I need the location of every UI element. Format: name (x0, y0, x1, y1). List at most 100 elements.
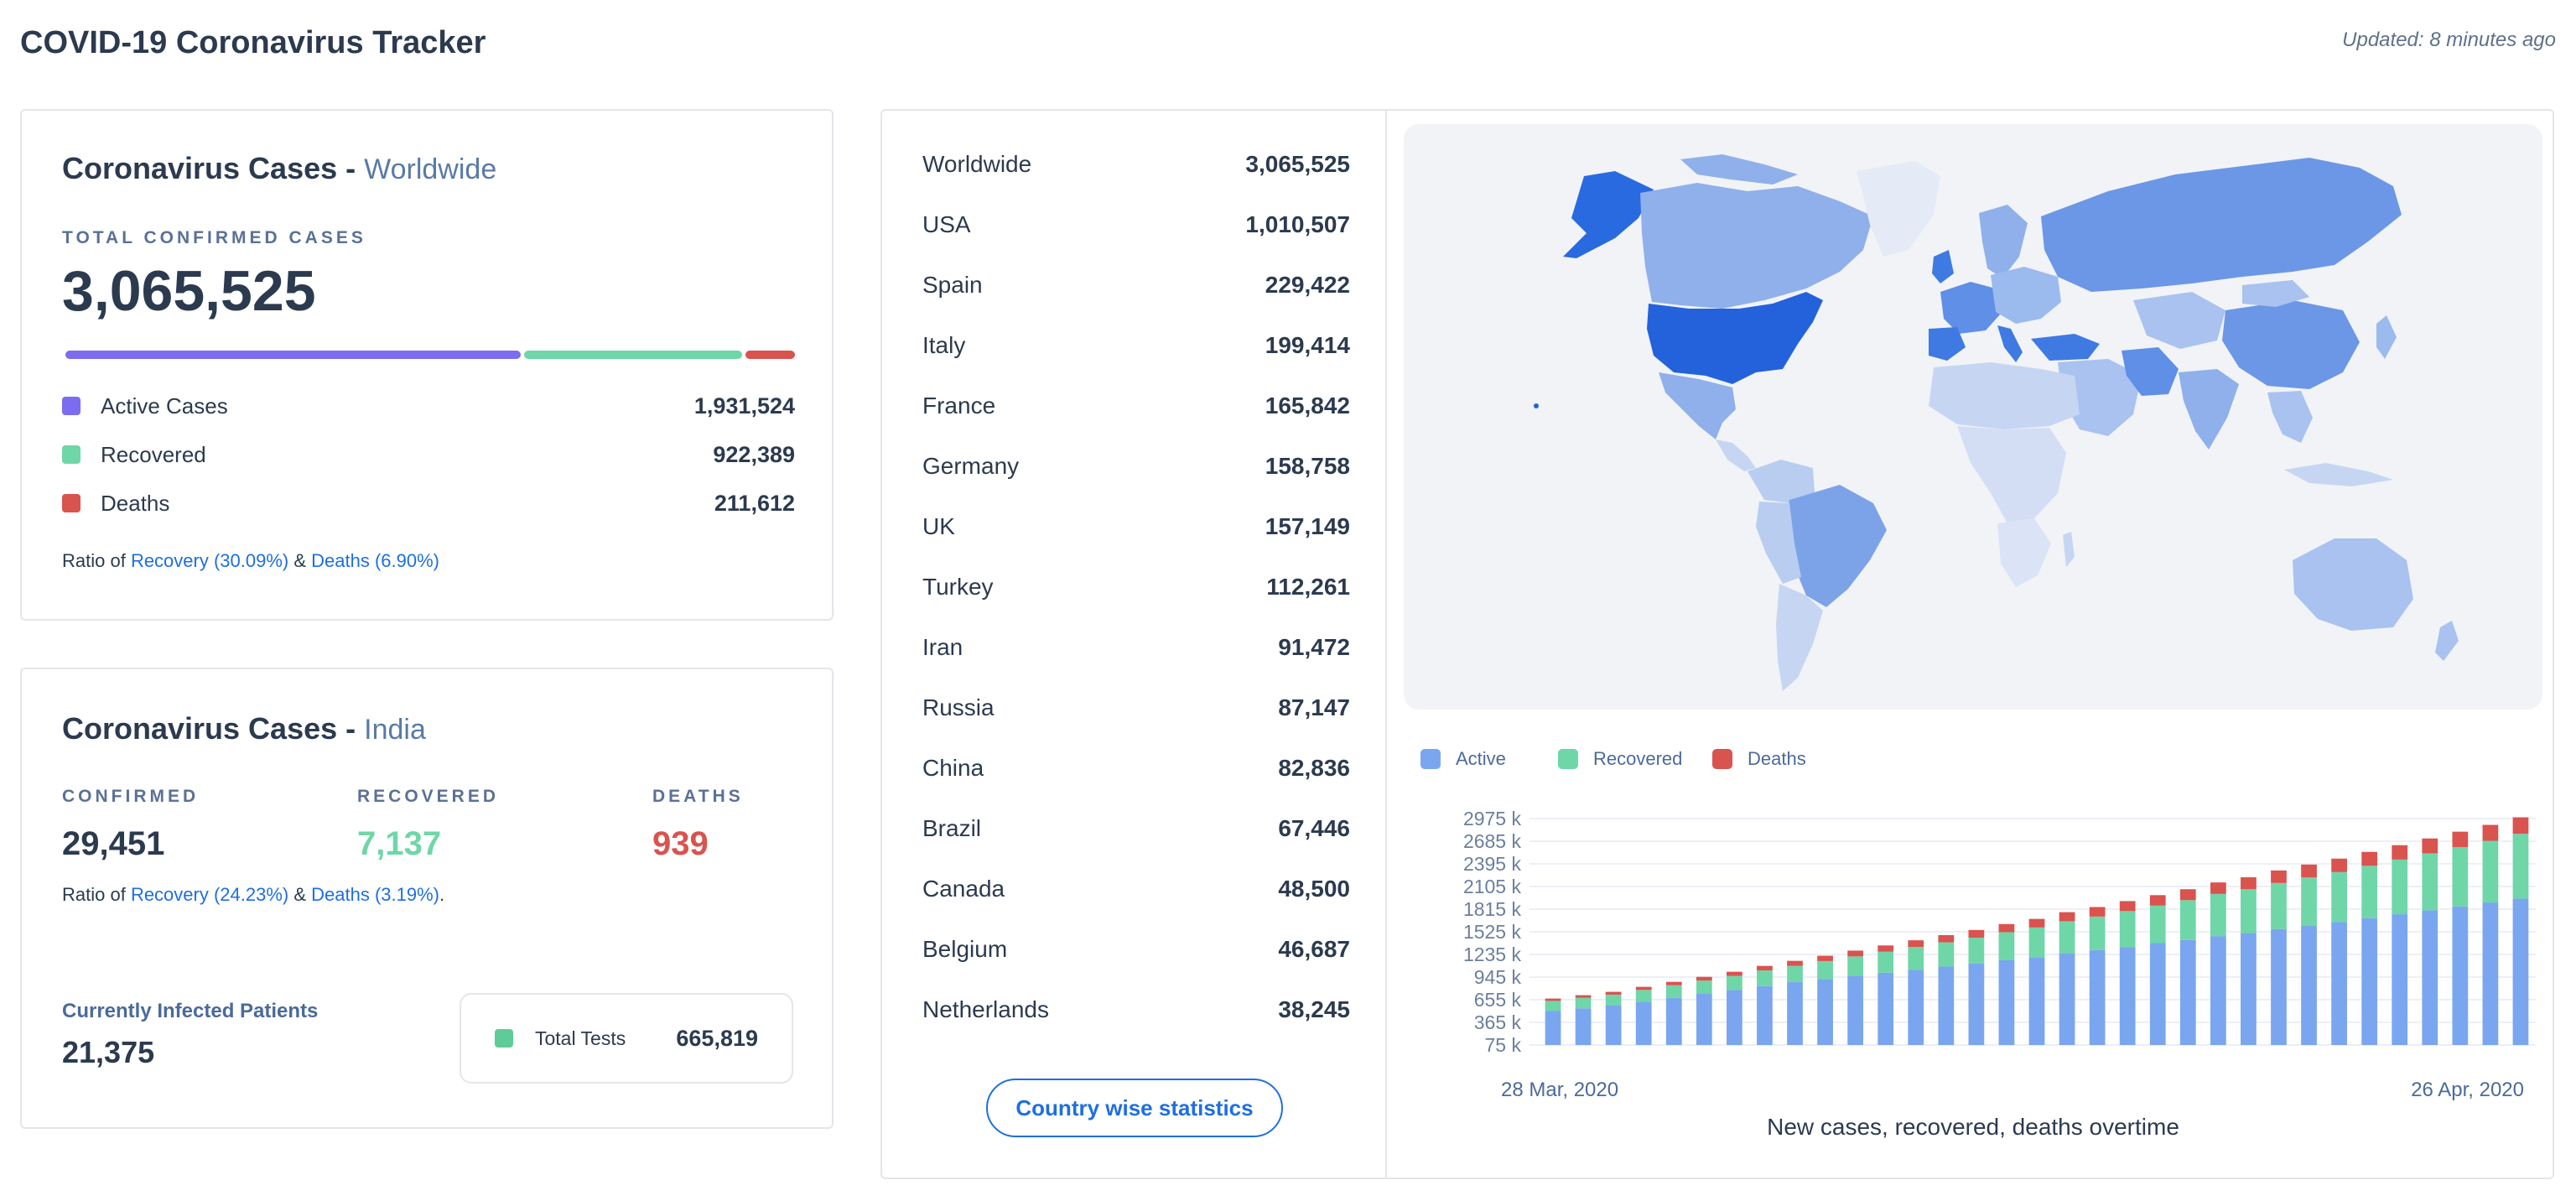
bar-deaths[interactable] (2028, 918, 2045, 928)
bar-active[interactable] (1545, 1011, 1561, 1046)
bar-active[interactable] (2210, 936, 2226, 1045)
bar-recovered[interactable] (2028, 927, 2045, 958)
bar-active[interactable] (2301, 926, 2317, 1045)
bar-deaths[interactable] (2331, 858, 2347, 872)
country-row[interactable]: France 165,842 (922, 389, 1350, 423)
bar-deaths[interactable] (1696, 976, 1712, 981)
bar-deaths[interactable] (1635, 986, 1652, 990)
country-row[interactable]: Worldwide 3,065,525 (922, 148, 1350, 181)
bar-deaths[interactable] (2210, 882, 2226, 894)
country-row[interactable]: Turkey 112,261 (922, 570, 1350, 604)
bar-active[interactable] (2392, 914, 2408, 1045)
bar-active[interactable] (1727, 990, 1742, 1045)
bar-active[interactable] (1817, 979, 1833, 1045)
bar-deaths[interactable] (1968, 929, 1985, 938)
bar-recovered[interactable] (1635, 990, 1652, 1002)
bar-recovered[interactable] (2179, 900, 2196, 940)
bar-recovered[interactable] (1817, 960, 1833, 980)
bar-recovered[interactable] (2059, 921, 2075, 954)
legend-deaths[interactable]: Deaths (1712, 748, 1806, 770)
country-row[interactable]: UK 157,149 (922, 510, 1350, 543)
bar-recovered[interactable] (2271, 882, 2287, 929)
bar-recovered[interactable] (1938, 942, 1955, 967)
bar-deaths[interactable] (2179, 889, 2196, 901)
recovery-ratio-link[interactable]: Recovery (24.23%) (130, 884, 289, 905)
country-row[interactable]: Iran 91,472 (922, 631, 1350, 664)
country-row[interactable]: China 82,836 (922, 751, 1350, 785)
bar-active[interactable] (2059, 953, 2075, 1045)
bar-deaths[interactable] (1575, 995, 1592, 998)
country-row[interactable]: Belgium 46,687 (922, 933, 1350, 966)
bar-deaths[interactable] (1847, 950, 1864, 957)
bar-recovered[interactable] (2301, 877, 2317, 927)
bar-deaths[interactable] (2149, 895, 2166, 906)
bar-deaths[interactable] (1908, 940, 1924, 948)
bar-recovered[interactable] (2210, 893, 2226, 937)
bar-deaths[interactable] (2089, 907, 2106, 917)
bar-recovered[interactable] (2361, 866, 2378, 918)
bar-active[interactable] (2482, 902, 2499, 1045)
bar-active[interactable] (2512, 898, 2529, 1045)
bar-active[interactable] (2149, 943, 2166, 1046)
bar-recovered[interactable] (2119, 911, 2136, 948)
bar-deaths[interactable] (1545, 998, 1561, 1001)
bar-recovered[interactable] (1787, 965, 1803, 983)
legend-active[interactable]: Active (1420, 748, 1506, 770)
bar-active[interactable] (1696, 994, 1712, 1045)
bar-deaths[interactable] (1877, 945, 1894, 952)
bar-deaths[interactable] (2241, 877, 2257, 890)
bar-deaths[interactable] (2452, 831, 2469, 847)
bar-recovered[interactable] (2241, 889, 2257, 933)
country-row[interactable]: Italy 199,414 (922, 329, 1350, 362)
bar-deaths[interactable] (2271, 870, 2287, 883)
bar-recovered[interactable] (1545, 1001, 1561, 1011)
country-row[interactable]: Brazil 67,446 (922, 812, 1350, 845)
country-row[interactable]: USA 1,010,507 (922, 208, 1350, 242)
deaths-ratio-link[interactable]: Deaths (3.19%) (311, 884, 440, 905)
bar-recovered[interactable] (2422, 853, 2438, 911)
bar-active[interactable] (1847, 975, 1864, 1045)
bar-recovered[interactable] (2482, 840, 2499, 903)
bar-recovered[interactable] (1727, 975, 1742, 990)
bar-active[interactable] (2028, 957, 2045, 1045)
bar-active[interactable] (1938, 966, 1955, 1045)
bar-recovered[interactable] (2452, 846, 2469, 907)
country-wise-statistics-button[interactable]: Country wise statistics (986, 1079, 1283, 1137)
bar-recovered[interactable] (1696, 980, 1712, 995)
country-row[interactable]: Germany 158,758 (922, 450, 1350, 483)
bar-active[interactable] (1968, 963, 1985, 1045)
bar-recovered[interactable] (2392, 859, 2408, 915)
bar-recovered[interactable] (1575, 997, 1592, 1009)
bar-active[interactable] (2361, 918, 2378, 1045)
bar-recovered[interactable] (1968, 937, 1985, 964)
bar-active[interactable] (1877, 972, 1894, 1045)
bar-recovered[interactable] (1998, 932, 2015, 960)
bar-recovered[interactable] (2512, 834, 2529, 899)
bar-active[interactable] (1757, 985, 1773, 1045)
bar-deaths[interactable] (2512, 817, 2529, 834)
recovery-ratio-link[interactable]: Recovery (30.09%) (130, 550, 289, 571)
bar-deaths[interactable] (2059, 912, 2075, 922)
deaths-ratio-link[interactable]: Deaths (6.90%) (311, 550, 440, 571)
bar-deaths[interactable] (1727, 971, 1742, 976)
bar-recovered[interactable] (1605, 994, 1622, 1006)
bar-recovered[interactable] (1665, 985, 1682, 998)
bar-active[interactable] (2422, 910, 2438, 1045)
bar-active[interactable] (1605, 1005, 1622, 1045)
bar-recovered[interactable] (1757, 970, 1773, 986)
country-row[interactable]: Netherlands 38,245 (922, 993, 1350, 1027)
bar-active[interactable] (2271, 928, 2287, 1045)
bar-active[interactable] (2331, 922, 2347, 1045)
bar-active[interactable] (2119, 947, 2136, 1045)
bar-deaths[interactable] (1605, 991, 1622, 995)
bar-deaths[interactable] (1817, 955, 1833, 961)
bar-recovered[interactable] (2149, 905, 2166, 944)
bar-deaths[interactable] (2301, 864, 2317, 878)
bar-active[interactable] (1908, 970, 1924, 1045)
bar-recovered[interactable] (1877, 951, 1894, 973)
country-row[interactable]: Spain 229,422 (922, 268, 1350, 302)
bar-deaths[interactable] (1665, 981, 1682, 985)
bar-active[interactable] (1787, 982, 1803, 1045)
bar-deaths[interactable] (1938, 935, 1955, 943)
